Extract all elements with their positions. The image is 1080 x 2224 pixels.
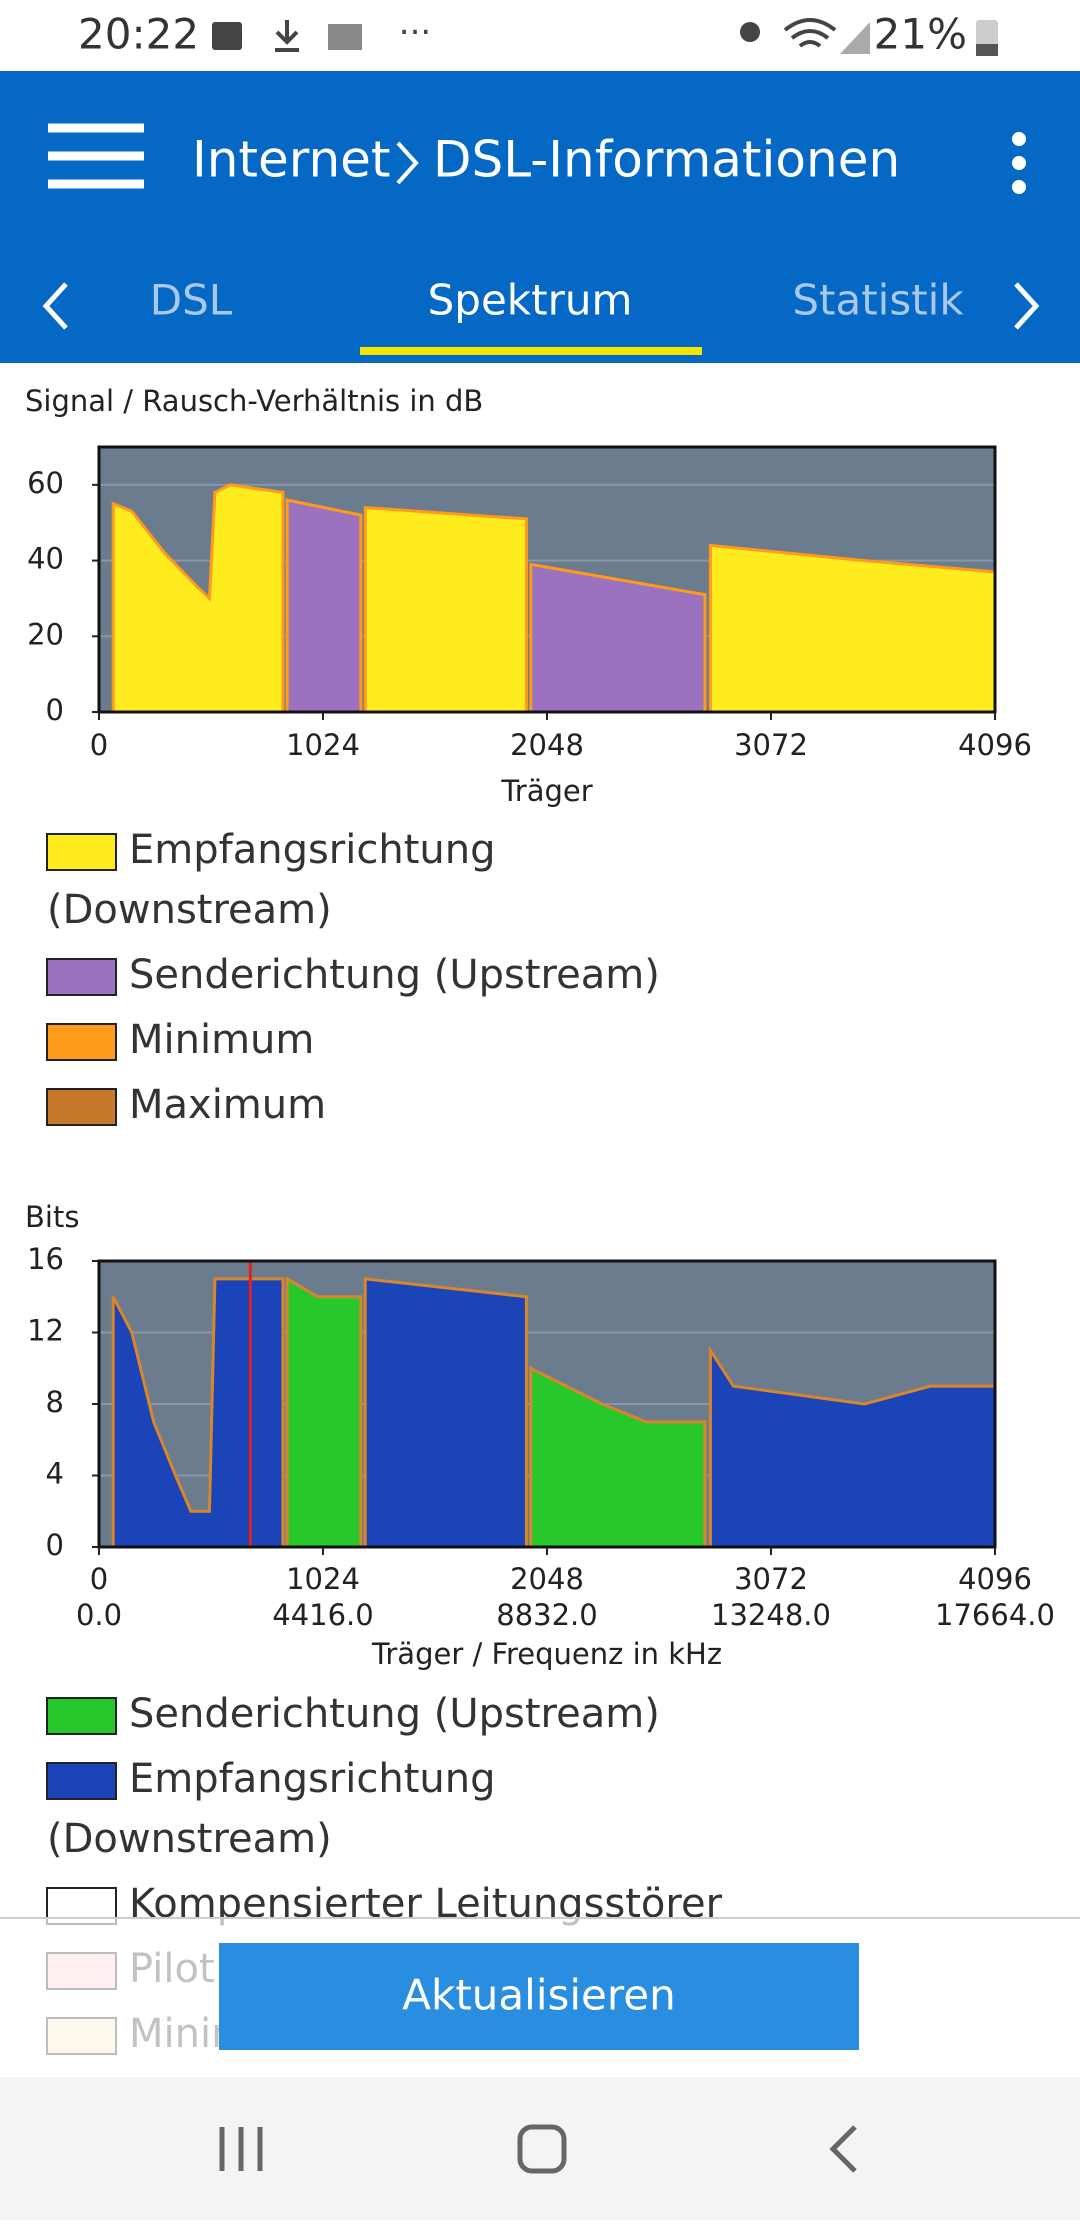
battery-level bbox=[976, 44, 998, 56]
x2-tick-label: 8832.0 bbox=[496, 1598, 597, 1632]
y-tick-label: 60 bbox=[27, 466, 64, 500]
nav-bar bbox=[0, 2077, 1080, 2220]
x-tick-label: 3072 bbox=[734, 728, 808, 762]
y-tick-label: 4 bbox=[46, 1457, 64, 1491]
x-axis-label: Träger bbox=[500, 774, 592, 808]
x-tick-label: 0 bbox=[90, 728, 108, 762]
x-tick-label: 1024 bbox=[286, 728, 360, 762]
x-axis-label: Träger / Frequenz in kHz bbox=[371, 1637, 722, 1671]
wifi-icon bbox=[783, 18, 837, 48]
legend-swatch bbox=[46, 958, 117, 996]
legend-swatch bbox=[46, 1088, 117, 1126]
tab-indicator bbox=[360, 347, 702, 355]
y-tick-label: 16 bbox=[27, 1242, 64, 1276]
tab[interactable]: DSL bbox=[150, 276, 233, 325]
x-tick-label: 2048 bbox=[510, 728, 584, 762]
app-title: DSL-Informationen bbox=[433, 131, 900, 189]
legend-label: Empfangsrichtung (Downstream) bbox=[47, 827, 495, 933]
y-tick-label: 40 bbox=[27, 542, 64, 576]
x2-tick-label: 13248.0 bbox=[711, 1598, 831, 1632]
charts: Signal / Rausch-Verhältnis in dB02040600… bbox=[25, 384, 1055, 2057]
nav-back[interactable] bbox=[829, 2125, 857, 2173]
title-parent: Internet bbox=[192, 131, 391, 189]
y-tick-label: 8 bbox=[46, 1385, 64, 1419]
breadcrumb-chevron bbox=[396, 141, 419, 185]
y-tick-label: 20 bbox=[27, 617, 64, 651]
x-tick-label: 4096 bbox=[958, 1562, 1032, 1596]
more-icon: ··· bbox=[399, 13, 431, 53]
x2-tick-label: 17664.0 bbox=[935, 1598, 1055, 1632]
refresh-label: Aktualisieren bbox=[402, 1971, 675, 2020]
legend-label: Senderichtung (Upstream) bbox=[129, 1691, 660, 1737]
tab-next[interactable] bbox=[1014, 282, 1040, 330]
battery-text: 21% bbox=[874, 10, 967, 59]
legend-label: Senderichtung (Upstream) bbox=[129, 952, 660, 998]
y-tick-label: 0 bbox=[46, 1528, 64, 1562]
tab-active[interactable]: Spektrum bbox=[428, 276, 633, 325]
x-tick-label: 2048 bbox=[510, 1562, 584, 1596]
amazon-icon bbox=[328, 24, 362, 50]
legend-swatch bbox=[46, 1697, 117, 1735]
download-icon bbox=[275, 20, 299, 52]
tab[interactable]: Statistik bbox=[792, 276, 964, 325]
y-tick-label: 12 bbox=[27, 1314, 64, 1348]
signal-icon bbox=[840, 22, 870, 54]
status-bar bbox=[0, 0, 1080, 71]
refresh-button[interactable] bbox=[219, 1943, 859, 2050]
legend-label: Maximum bbox=[129, 1082, 326, 1128]
chart-title: Signal / Rausch-Verhältnis in dB bbox=[25, 384, 483, 418]
y-tick-label: 0 bbox=[46, 693, 64, 727]
nav-home[interactable] bbox=[517, 2124, 567, 2174]
location-icon bbox=[740, 22, 760, 42]
legend-label: Minimum bbox=[129, 1017, 314, 1063]
tab-prev[interactable] bbox=[42, 282, 68, 330]
legend-swatch bbox=[46, 833, 117, 871]
overflow-menu[interactable] bbox=[1012, 132, 1026, 194]
legend-label: Empfangsrichtung (Downstream) bbox=[47, 1756, 495, 1862]
app-bar bbox=[0, 71, 1080, 363]
chart-title: Bits bbox=[25, 1200, 79, 1234]
x-tick-label: 4096 bbox=[958, 728, 1032, 762]
gallery-icon bbox=[212, 22, 242, 50]
clock: 20:22 bbox=[78, 10, 199, 59]
x-tick-label: 0 bbox=[90, 1562, 108, 1596]
menu-button[interactable] bbox=[48, 123, 144, 189]
nav-recents[interactable] bbox=[219, 2127, 263, 2171]
x-tick-label: 3072 bbox=[734, 1562, 808, 1596]
x2-tick-label: 0.0 bbox=[76, 1598, 122, 1632]
legend-swatch bbox=[46, 1762, 117, 1800]
x2-tick-label: 4416.0 bbox=[272, 1598, 373, 1632]
legend-swatch bbox=[46, 1023, 117, 1061]
x-tick-label: 1024 bbox=[286, 1562, 360, 1596]
